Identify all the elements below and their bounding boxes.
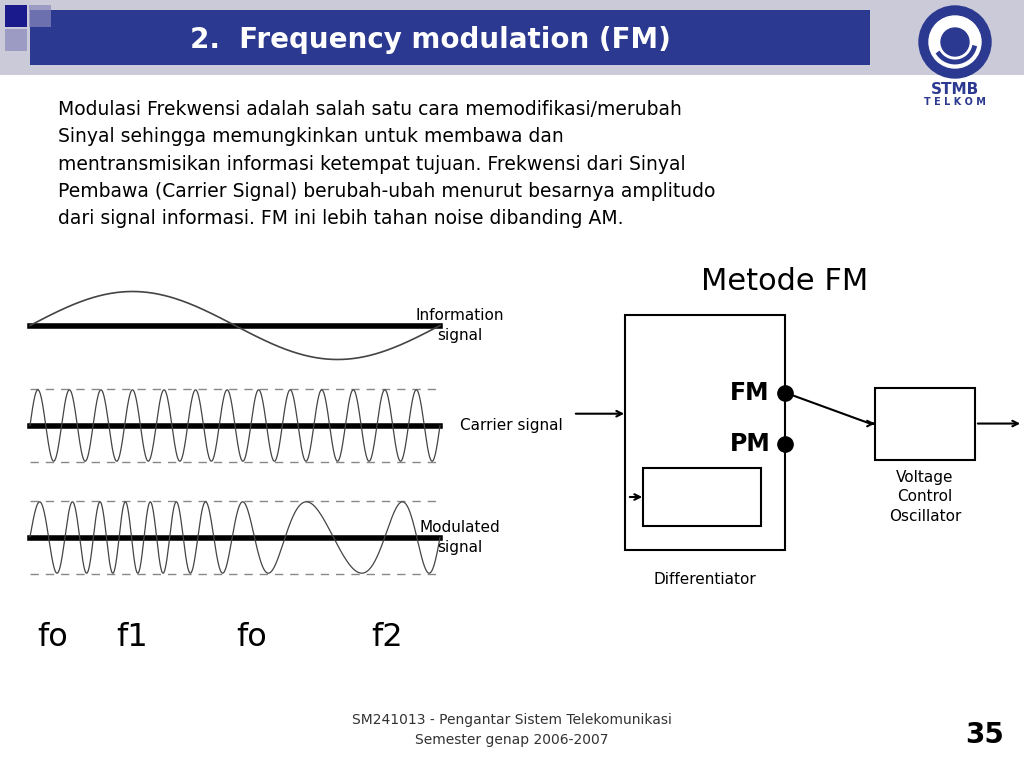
Bar	[29, 5, 51, 27]
Bar	[5, 29, 27, 51]
Text: Carrier signal: Carrier signal	[460, 418, 563, 433]
Text: Information
signal: Information signal	[416, 308, 504, 343]
Circle shape	[919, 6, 991, 78]
Text: Modulasi Frekwensi adalah salah satu cara memodifikasi/merubah
Sinyal sehingga m: Modulasi Frekwensi adalah salah satu car…	[58, 100, 716, 228]
Bar	[30, 10, 870, 65]
Text: FM: FM	[730, 381, 770, 405]
Text: Differentiator: Differentiator	[653, 572, 757, 588]
Bar	[0, 0, 1024, 75]
Text: PM: PM	[730, 432, 770, 456]
Bar	[5, 5, 27, 27]
Bar	[874, 388, 975, 459]
Text: Voltage
Control
Oscillator: Voltage Control Oscillator	[889, 469, 962, 524]
Text: SM241013 - Pengantar Sistem Telekomunikasi
Semester genap 2006-2007: SM241013 - Pengantar Sistem Telekomunika…	[352, 713, 672, 746]
Text: 2.  Frequency modulation (FM): 2. Frequency modulation (FM)	[189, 26, 671, 54]
Text: fo: fo	[37, 623, 68, 654]
Text: 35: 35	[966, 721, 1005, 749]
Text: f1: f1	[117, 623, 148, 654]
Text: Modulated
signal: Modulated signal	[420, 520, 501, 555]
Text: fo: fo	[236, 623, 267, 654]
Text: Metode FM: Metode FM	[701, 267, 868, 296]
Circle shape	[941, 28, 969, 56]
Bar	[643, 468, 761, 526]
Bar	[625, 315, 785, 550]
Circle shape	[929, 16, 981, 68]
Text: STMB: STMB	[931, 81, 979, 97]
Text: f2: f2	[371, 623, 402, 654]
Text: T E L K O M: T E L K O M	[924, 97, 986, 107]
